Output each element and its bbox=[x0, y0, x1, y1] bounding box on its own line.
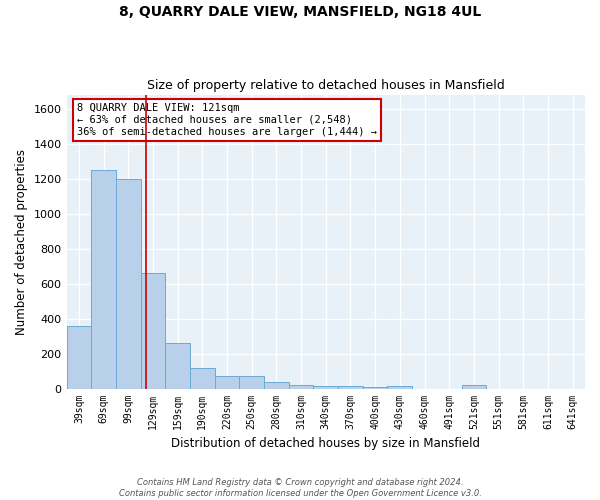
Bar bbox=[116, 178, 140, 388]
Bar bbox=[239, 376, 264, 388]
Text: Contains HM Land Registry data © Crown copyright and database right 2024.
Contai: Contains HM Land Registry data © Crown c… bbox=[119, 478, 481, 498]
Bar bbox=[190, 368, 215, 388]
Bar bbox=[264, 382, 289, 388]
Text: 8, QUARRY DALE VIEW, MANSFIELD, NG18 4UL: 8, QUARRY DALE VIEW, MANSFIELD, NG18 4UL bbox=[119, 5, 481, 19]
Y-axis label: Number of detached properties: Number of detached properties bbox=[15, 148, 28, 334]
Bar bbox=[165, 343, 190, 388]
Bar bbox=[461, 386, 486, 388]
Bar bbox=[313, 386, 338, 388]
Bar bbox=[91, 170, 116, 388]
Bar bbox=[215, 376, 239, 388]
Bar bbox=[388, 386, 412, 388]
Bar bbox=[338, 386, 363, 388]
Title: Size of property relative to detached houses in Mansfield: Size of property relative to detached ho… bbox=[147, 79, 505, 92]
Bar bbox=[289, 385, 313, 388]
X-axis label: Distribution of detached houses by size in Mansfield: Distribution of detached houses by size … bbox=[171, 437, 480, 450]
Bar bbox=[363, 387, 388, 388]
Bar bbox=[67, 326, 91, 388]
Text: 8 QUARRY DALE VIEW: 121sqm
← 63% of detached houses are smaller (2,548)
36% of s: 8 QUARRY DALE VIEW: 121sqm ← 63% of deta… bbox=[77, 104, 377, 136]
Bar bbox=[140, 273, 165, 388]
